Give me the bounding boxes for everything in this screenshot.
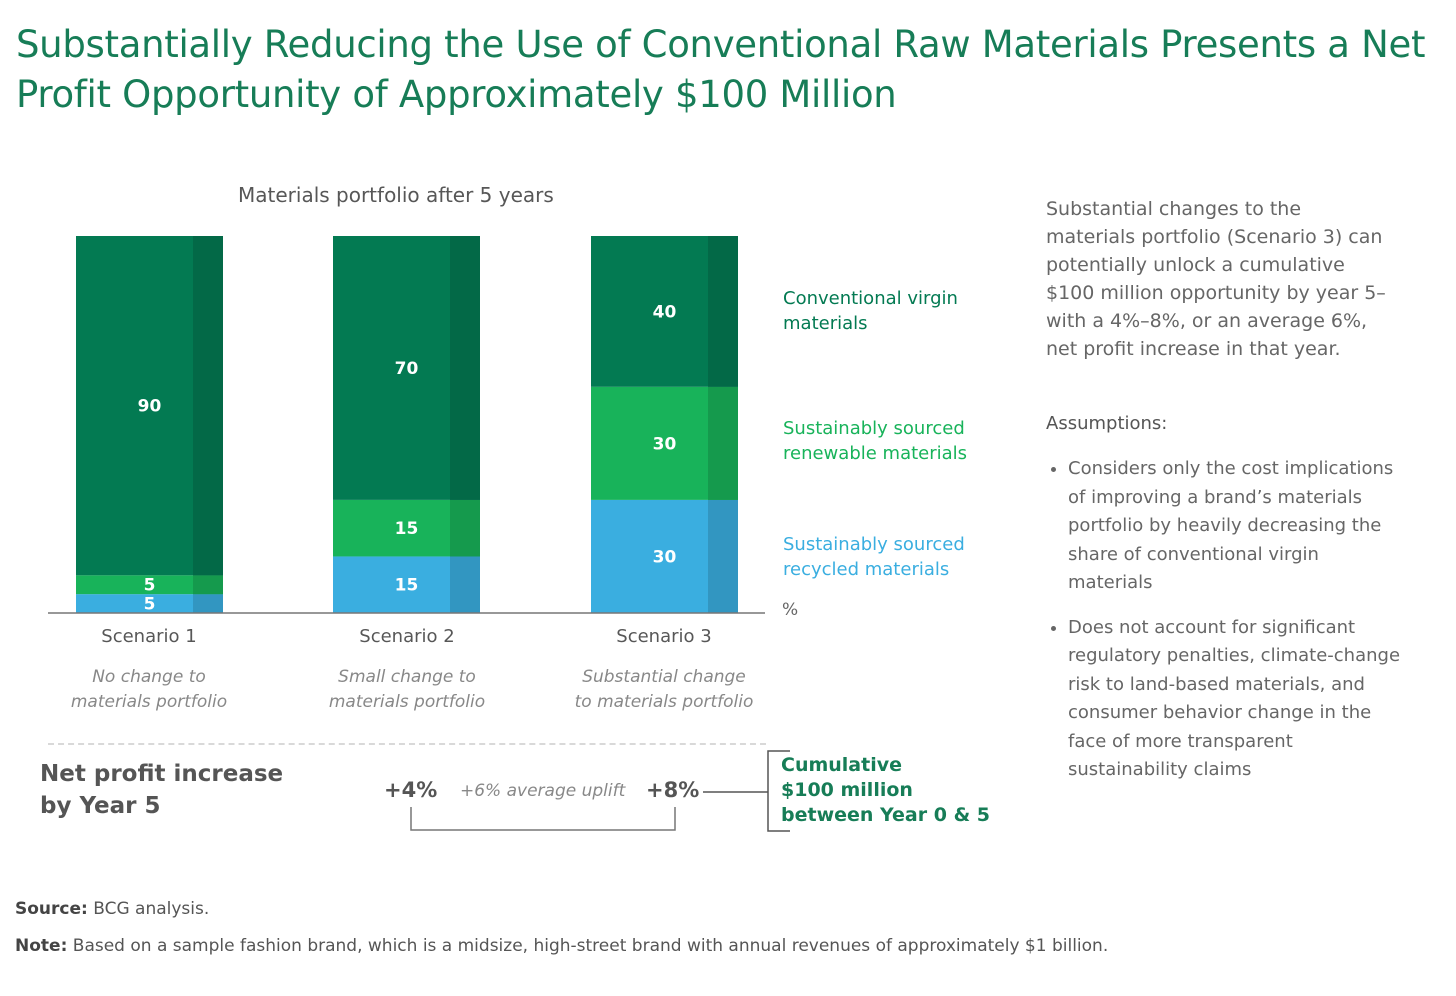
data-label-renewable-scenario-1: 5 (144, 576, 156, 596)
page-title: Substantially Reducing the Use of Conven… (16, 23, 1426, 116)
data-label-renewable-scenario-3: 30 (653, 434, 677, 454)
data-label-recycled-scenario-3: 30 (653, 547, 677, 567)
section-divider (48, 743, 766, 745)
scenario-1-label: Scenario 1 (101, 626, 197, 647)
bar-recycled-scenario-1 (76, 594, 223, 613)
bar-shade-recycled-scenario-3 (708, 499, 738, 613)
legend-recycled: Sustainably sourced recycled materials (783, 534, 965, 580)
assumptions-title: Assumptions: (1046, 413, 1168, 434)
profit-average-label: +6% average uplift (460, 781, 626, 801)
chart-title: Materials portfolio after 5 years (238, 183, 554, 207)
summary-text: Substantial changes to the materials por… (1046, 198, 1386, 360)
profit-high-value: +8% (646, 778, 700, 802)
data-label-recycled-scenario-1: 5 (144, 595, 156, 615)
source-note: Source: BCG analysis. (15, 899, 210, 919)
scenario-2-label: Scenario 2 (359, 626, 455, 647)
scenario-1-description: No change to materials portfolio (70, 667, 228, 712)
cumulative-callout: Cumulative $100 million between Year 0 &… (781, 754, 990, 826)
data-label-recycled-scenario-2: 15 (395, 576, 419, 596)
stacked-bar-chart: 55 90 15 15 70 30 30 40 (48, 236, 765, 615)
data-label-conventional-scenario-1: 90 (138, 397, 162, 417)
legend-conventional: Conventional virgin materials (783, 288, 958, 334)
net-profit-label: Net profit increase by Year 5 (40, 761, 284, 819)
bar-shade-conventional-scenario-2 (450, 236, 480, 500)
bar-shade-renewable-scenario-2 (450, 499, 480, 557)
bar-shade-renewable-scenario-3 (708, 386, 738, 500)
bar-renewable-scenario-1 (76, 575, 223, 595)
bar-shade-conventional-scenario-3 (708, 236, 738, 387)
profit-low-value: +4% (384, 778, 438, 802)
assumptions-list: Considers only the cost implications of … (1046, 455, 1408, 801)
data-label-renewable-scenario-2: 15 (395, 519, 419, 539)
assumption-item: Considers only the cost implications of … (1068, 455, 1408, 598)
scenario-2-description: Small change to materials portfolio (328, 667, 486, 712)
data-label-conventional-scenario-3: 40 (653, 302, 677, 322)
footnote: Note: Based on a sample fashion brand, w… (15, 936, 1109, 956)
legend-renewable: Sustainably sourced renewable materials (783, 418, 968, 464)
scenario-3-description: Substantial change to materials portfolio (574, 667, 754, 712)
bar-shade-recycled-scenario-2 (450, 556, 480, 613)
unit-label: % (782, 600, 799, 620)
data-label-conventional-scenario-2: 70 (395, 359, 419, 379)
bar-shade-renewable-scenario-1 (193, 575, 223, 595)
scenario-3-label: Scenario 3 (616, 626, 712, 647)
assumption-item: Does not account for significant regulat… (1068, 614, 1408, 785)
bar-shade-recycled-scenario-1 (193, 594, 223, 613)
bar-shade-conventional-scenario-1 (193, 236, 223, 576)
